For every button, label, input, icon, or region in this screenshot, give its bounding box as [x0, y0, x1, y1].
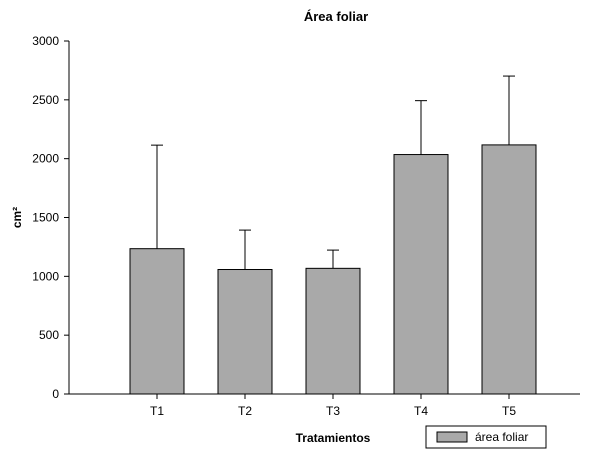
bar-t2 [217, 269, 273, 395]
y-tick-label: 500 [39, 328, 59, 342]
y-tick-label: 1000 [32, 269, 59, 283]
x-tick-label: T4 [414, 404, 428, 418]
bar-t3 [305, 267, 361, 395]
y-tick-label: 0 [52, 387, 59, 401]
error-bars [151, 75, 515, 270]
bar-t5 [481, 144, 537, 395]
y-tick-label: 2000 [32, 152, 59, 166]
bars [129, 144, 537, 395]
chart-title: Área foliar [304, 9, 368, 24]
x-tick-label: T3 [326, 404, 340, 418]
legend-label: área foliar [475, 430, 528, 444]
y-tick-label: 1500 [32, 211, 59, 225]
bar-t4 [393, 154, 449, 395]
y-axis-title: cm² [10, 207, 24, 228]
y-tick-label: 3000 [32, 34, 59, 48]
x-axis: T1 T2 T3 T4 T5 [150, 394, 516, 418]
legend-swatch [436, 431, 468, 443]
x-axis-title: Tratamientos [296, 431, 371, 445]
x-tick-label: T5 [502, 404, 516, 418]
legend: área foliar [425, 425, 547, 449]
y-axis: 0 500 1000 1500 2000 2500 3000 [32, 34, 69, 401]
bar-t1 [129, 248, 185, 395]
y-tick-label: 2500 [32, 93, 59, 107]
x-tick-label: T1 [150, 404, 164, 418]
x-tick-label: T2 [238, 404, 252, 418]
